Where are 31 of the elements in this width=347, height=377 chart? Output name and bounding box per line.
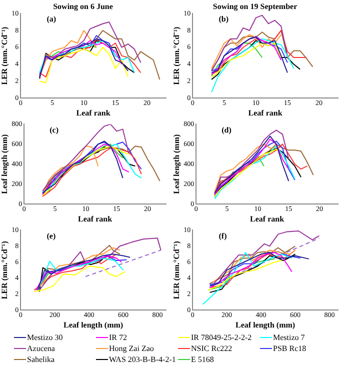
y-axis-title: Leaf length (mm) [0, 134, 9, 194]
legend-label: E 5168 [191, 354, 214, 365]
legend-label: IR 78049-25-2-2-2 [191, 332, 252, 343]
legend-label: WAS 203-B-B-4-2-1 [109, 354, 176, 365]
legend-label: PSB Rc18 [273, 343, 306, 354]
annotation: (a) [46, 14, 56, 24]
annotation: (e) [46, 231, 56, 240]
y-axis-title: LER (mm.°Cd⁻¹) [0, 26, 9, 85]
annotation: (f) [218, 231, 228, 240]
annotation: (b) [218, 14, 229, 24]
chart-title: Sowing on 19 September [212, 2, 298, 11]
x-axis-title: Leaf length (mm) [236, 320, 296, 330]
legend-label: Mestizo 7 [273, 332, 305, 343]
y-axis-title: LER (mm.°Cd⁻¹) [172, 26, 181, 85]
annotation: (d) [222, 125, 232, 134]
annotation: (c) [50, 125, 59, 134]
x-axis-title: Leaf rank [248, 108, 283, 118]
legend-label: Sahelika [27, 354, 55, 365]
legend-label: NSIC Rc222 [191, 343, 232, 354]
legend-label: Hong Zai Zao [109, 343, 154, 354]
chart-title: Sowing on 6 June [53, 2, 114, 11]
legend-label: Azucena [27, 343, 55, 354]
y-axis-title: Leaf length (mm) [172, 134, 181, 194]
y-axis-title: LER (mm.°Cd⁻¹) [172, 240, 181, 300]
x-axis-title: Leaf rank [78, 214, 113, 224]
legend-label: IR 72 [109, 332, 127, 343]
legend-label: Mestizo 30 [27, 332, 63, 343]
x-axis-title: Leaf rank [76, 108, 111, 118]
x-axis-title: Leaf rank [250, 214, 285, 224]
x-axis-title: Leaf length (mm) [64, 320, 124, 330]
y-axis-title: LER (mm.°Cd⁻¹) [0, 240, 9, 300]
